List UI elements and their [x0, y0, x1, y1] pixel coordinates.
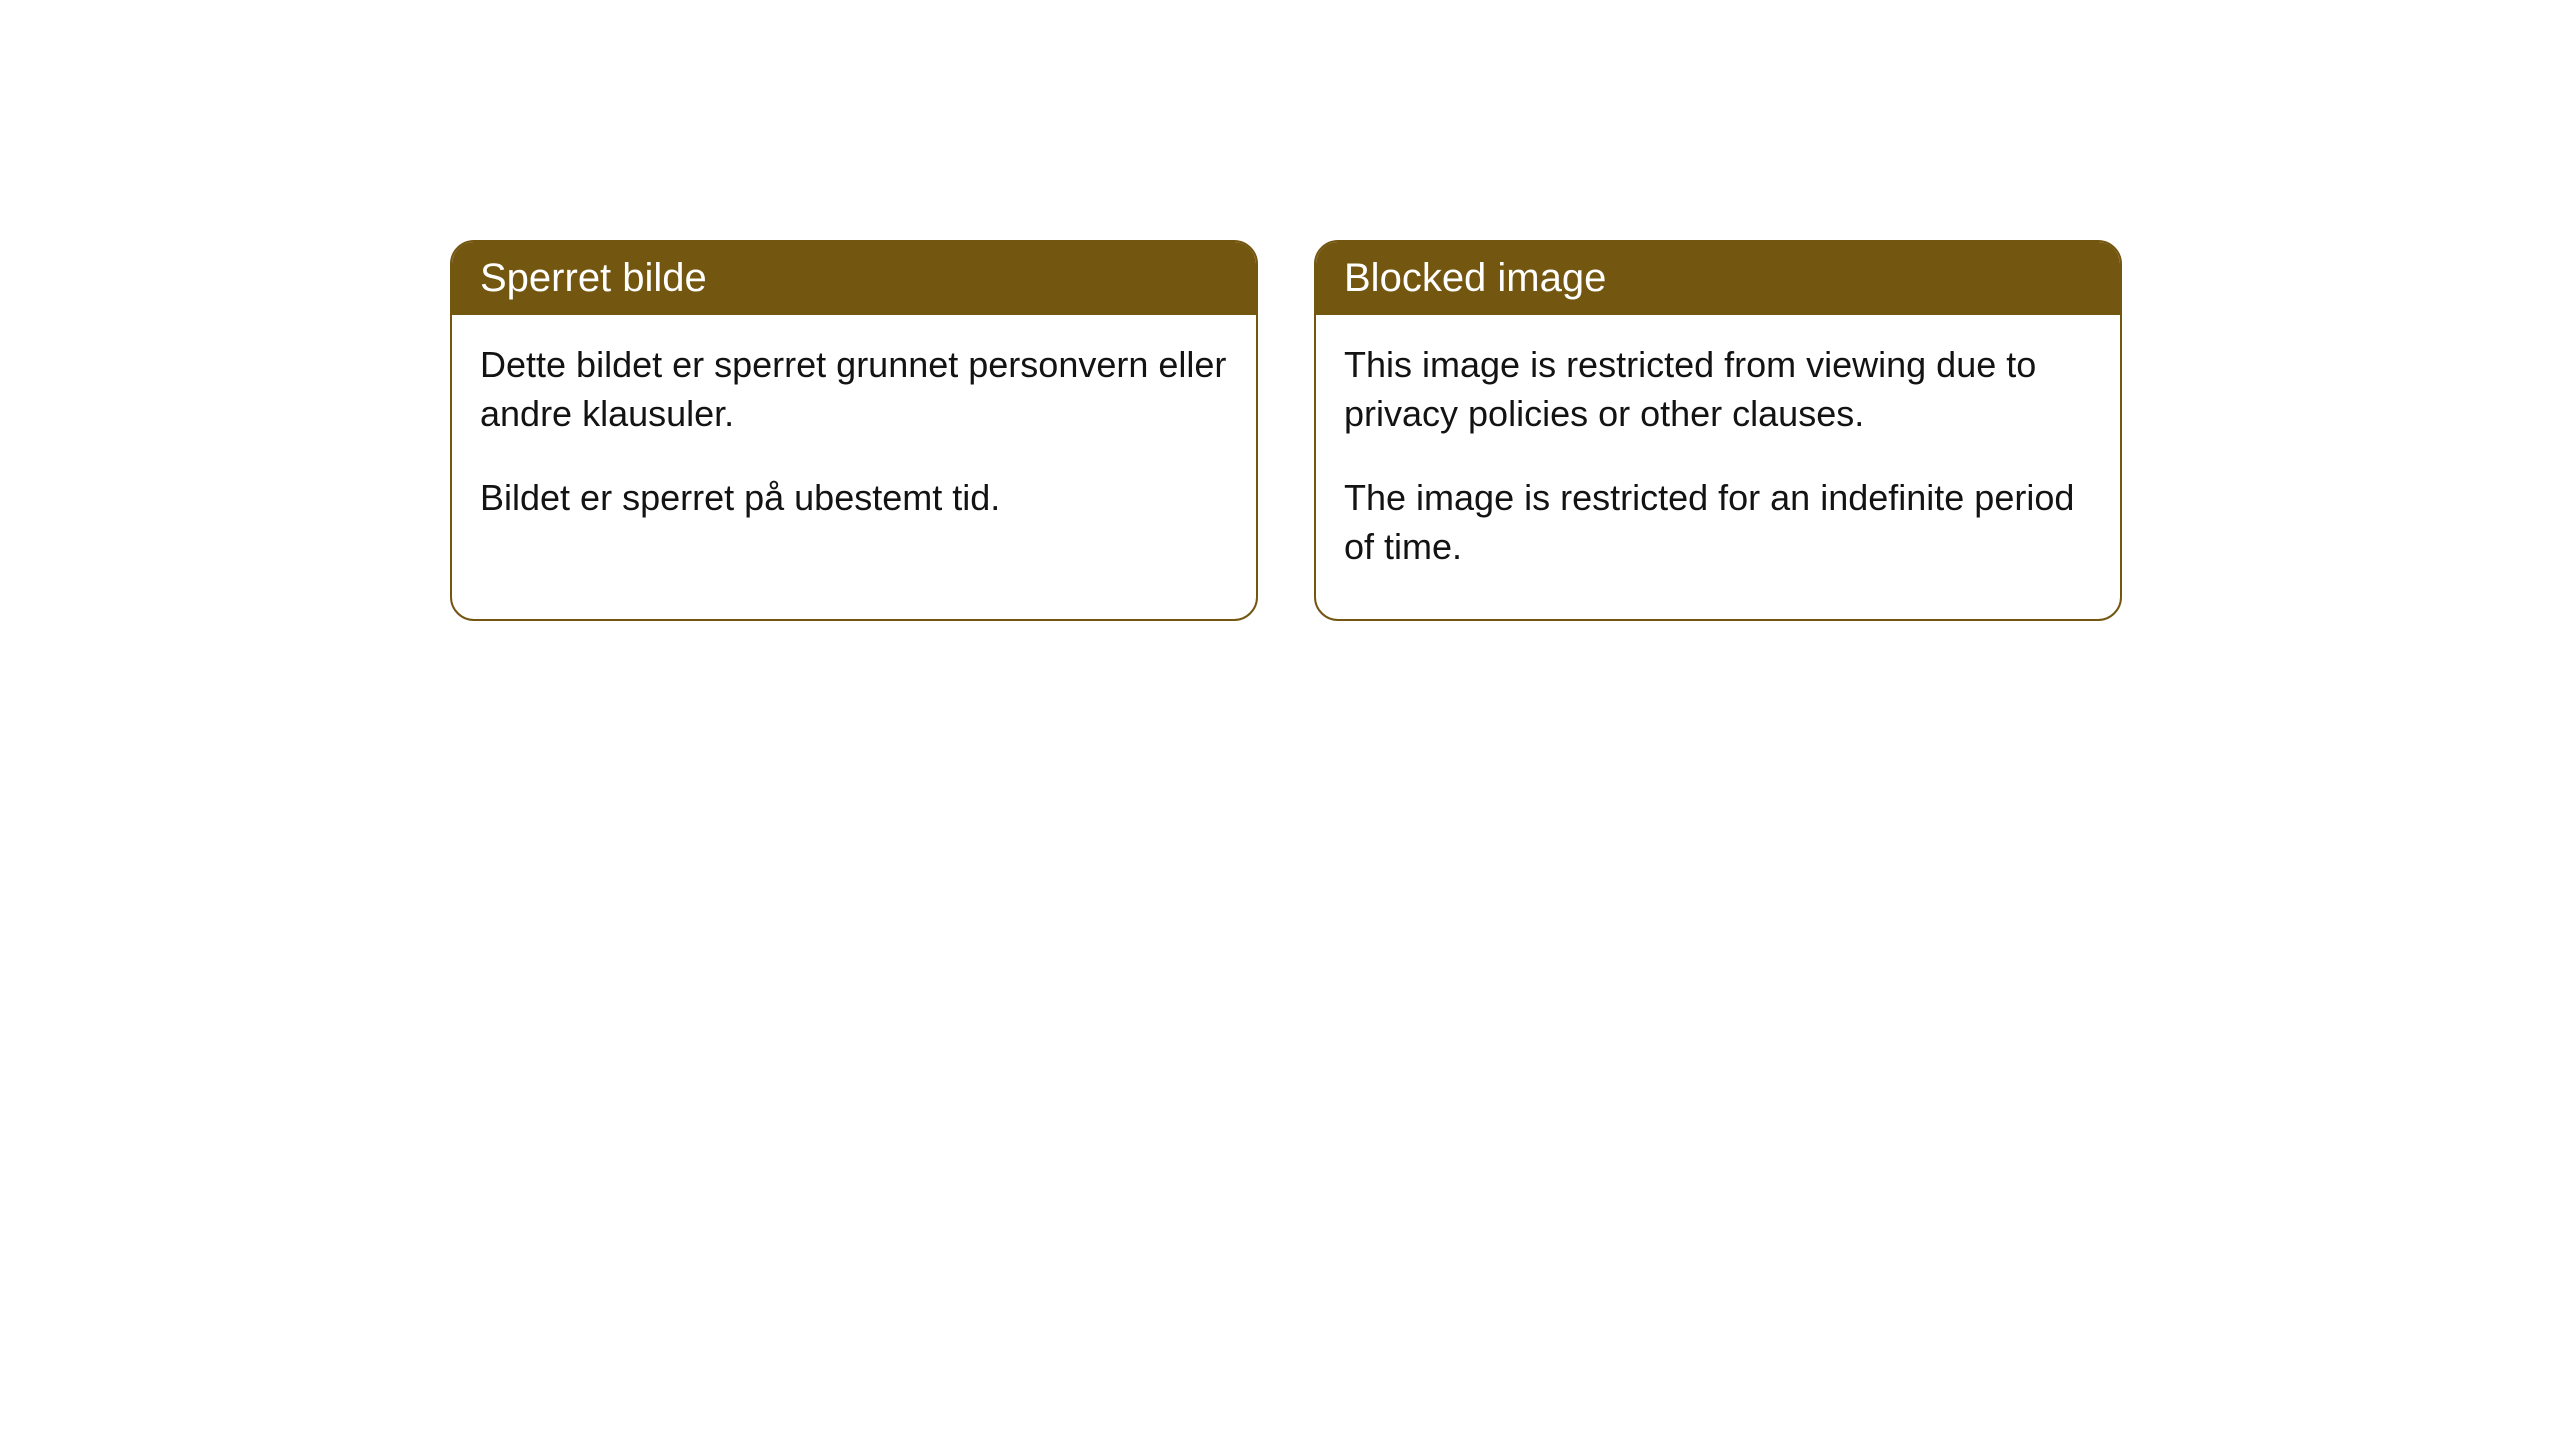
- notice-card-norwegian: Sperret bilde Dette bildet er sperret gr…: [450, 240, 1258, 621]
- card-text-line1: Dette bildet er sperret grunnet personve…: [480, 341, 1228, 438]
- card-body: Dette bildet er sperret grunnet personve…: [452, 315, 1256, 571]
- card-text-line1: This image is restricted from viewing du…: [1344, 341, 2092, 438]
- card-body: This image is restricted from viewing du…: [1316, 315, 2120, 619]
- card-text-line2: The image is restricted for an indefinit…: [1344, 474, 2092, 571]
- notice-card-english: Blocked image This image is restricted f…: [1314, 240, 2122, 621]
- notice-cards-row: Sperret bilde Dette bildet er sperret gr…: [450, 240, 2122, 621]
- card-text-line2: Bildet er sperret på ubestemt tid.: [480, 474, 1228, 523]
- card-header: Sperret bilde: [452, 242, 1256, 315]
- card-title: Sperret bilde: [480, 256, 707, 300]
- card-header: Blocked image: [1316, 242, 2120, 315]
- card-title: Blocked image: [1344, 256, 1606, 300]
